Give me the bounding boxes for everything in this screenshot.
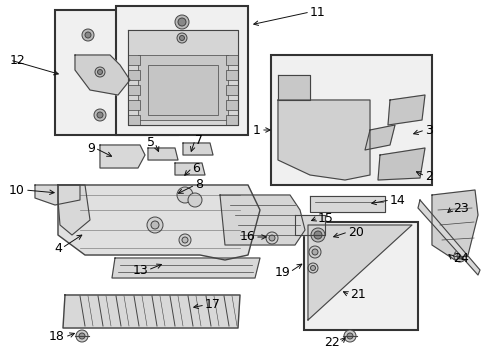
Circle shape [147, 217, 163, 233]
Circle shape [177, 187, 193, 203]
Polygon shape [278, 100, 369, 180]
Polygon shape [58, 185, 260, 260]
Polygon shape [148, 148, 178, 160]
Circle shape [79, 333, 85, 339]
Bar [148, 65, 218, 115]
Circle shape [95, 67, 105, 77]
Circle shape [310, 266, 315, 270]
Bar [225, 85, 238, 95]
Circle shape [343, 330, 355, 342]
Circle shape [311, 249, 317, 255]
Text: 19: 19 [274, 266, 289, 279]
Text: 2: 2 [424, 170, 432, 183]
Text: 23: 23 [452, 202, 468, 215]
Text: 20: 20 [347, 225, 363, 238]
Bar [270, 55, 431, 185]
Circle shape [85, 32, 91, 38]
Text: 13: 13 [132, 264, 148, 276]
Polygon shape [417, 200, 479, 275]
Text: 24: 24 [452, 252, 468, 265]
Bar [225, 100, 238, 110]
Polygon shape [100, 145, 145, 168]
Text: 7: 7 [195, 134, 203, 147]
Polygon shape [75, 55, 130, 95]
Circle shape [97, 112, 103, 118]
Polygon shape [431, 190, 477, 260]
Text: 4: 4 [54, 242, 62, 255]
Circle shape [268, 235, 274, 241]
Text: 5: 5 [147, 136, 155, 149]
Text: 14: 14 [389, 194, 405, 207]
Text: 21: 21 [349, 288, 365, 302]
Circle shape [265, 232, 278, 244]
Bar [128, 55, 140, 65]
Circle shape [76, 330, 88, 342]
Text: 11: 11 [309, 5, 325, 18]
Bar [304, 222, 417, 330]
Bar [128, 85, 140, 95]
Circle shape [151, 221, 159, 229]
Bar [225, 55, 238, 65]
Text: 3: 3 [424, 123, 432, 136]
Text: 6: 6 [192, 162, 200, 175]
Bar [128, 115, 140, 125]
Bar [128, 100, 140, 110]
Circle shape [179, 36, 184, 40]
Polygon shape [63, 295, 240, 328]
Text: 16: 16 [239, 230, 254, 243]
Polygon shape [35, 185, 80, 205]
Circle shape [346, 333, 352, 339]
Circle shape [82, 29, 94, 41]
Bar [225, 70, 238, 80]
Polygon shape [309, 196, 384, 212]
Circle shape [308, 246, 320, 258]
Circle shape [94, 109, 106, 121]
Circle shape [310, 228, 325, 242]
Circle shape [178, 18, 185, 26]
Circle shape [97, 69, 102, 75]
Circle shape [453, 250, 465, 262]
Circle shape [179, 234, 191, 246]
Polygon shape [307, 225, 411, 320]
Circle shape [187, 193, 202, 207]
Polygon shape [294, 215, 325, 235]
Circle shape [177, 33, 186, 43]
Polygon shape [58, 185, 90, 235]
Bar [128, 70, 140, 80]
Circle shape [307, 263, 317, 273]
Polygon shape [175, 163, 204, 175]
Text: 1: 1 [253, 123, 261, 136]
Circle shape [175, 15, 189, 29]
Text: 12: 12 [10, 54, 26, 67]
Bar [138, 55, 227, 120]
Text: 9: 9 [87, 141, 95, 154]
Circle shape [313, 231, 321, 239]
Text: 18: 18 [49, 330, 65, 343]
Text: 17: 17 [204, 298, 221, 311]
Bar [116, 6, 247, 135]
Polygon shape [183, 143, 213, 155]
Polygon shape [387, 95, 424, 125]
Bar [225, 115, 238, 125]
Polygon shape [364, 125, 394, 150]
Circle shape [182, 237, 187, 243]
Polygon shape [377, 148, 424, 180]
Text: 22: 22 [324, 337, 339, 350]
Text: 10: 10 [9, 184, 25, 197]
Polygon shape [220, 195, 305, 245]
Polygon shape [112, 258, 260, 278]
Text: 15: 15 [317, 211, 333, 225]
Circle shape [456, 253, 462, 259]
Polygon shape [278, 75, 309, 100]
Polygon shape [128, 30, 238, 125]
Text: 8: 8 [195, 179, 203, 192]
Bar [55, 10, 178, 135]
